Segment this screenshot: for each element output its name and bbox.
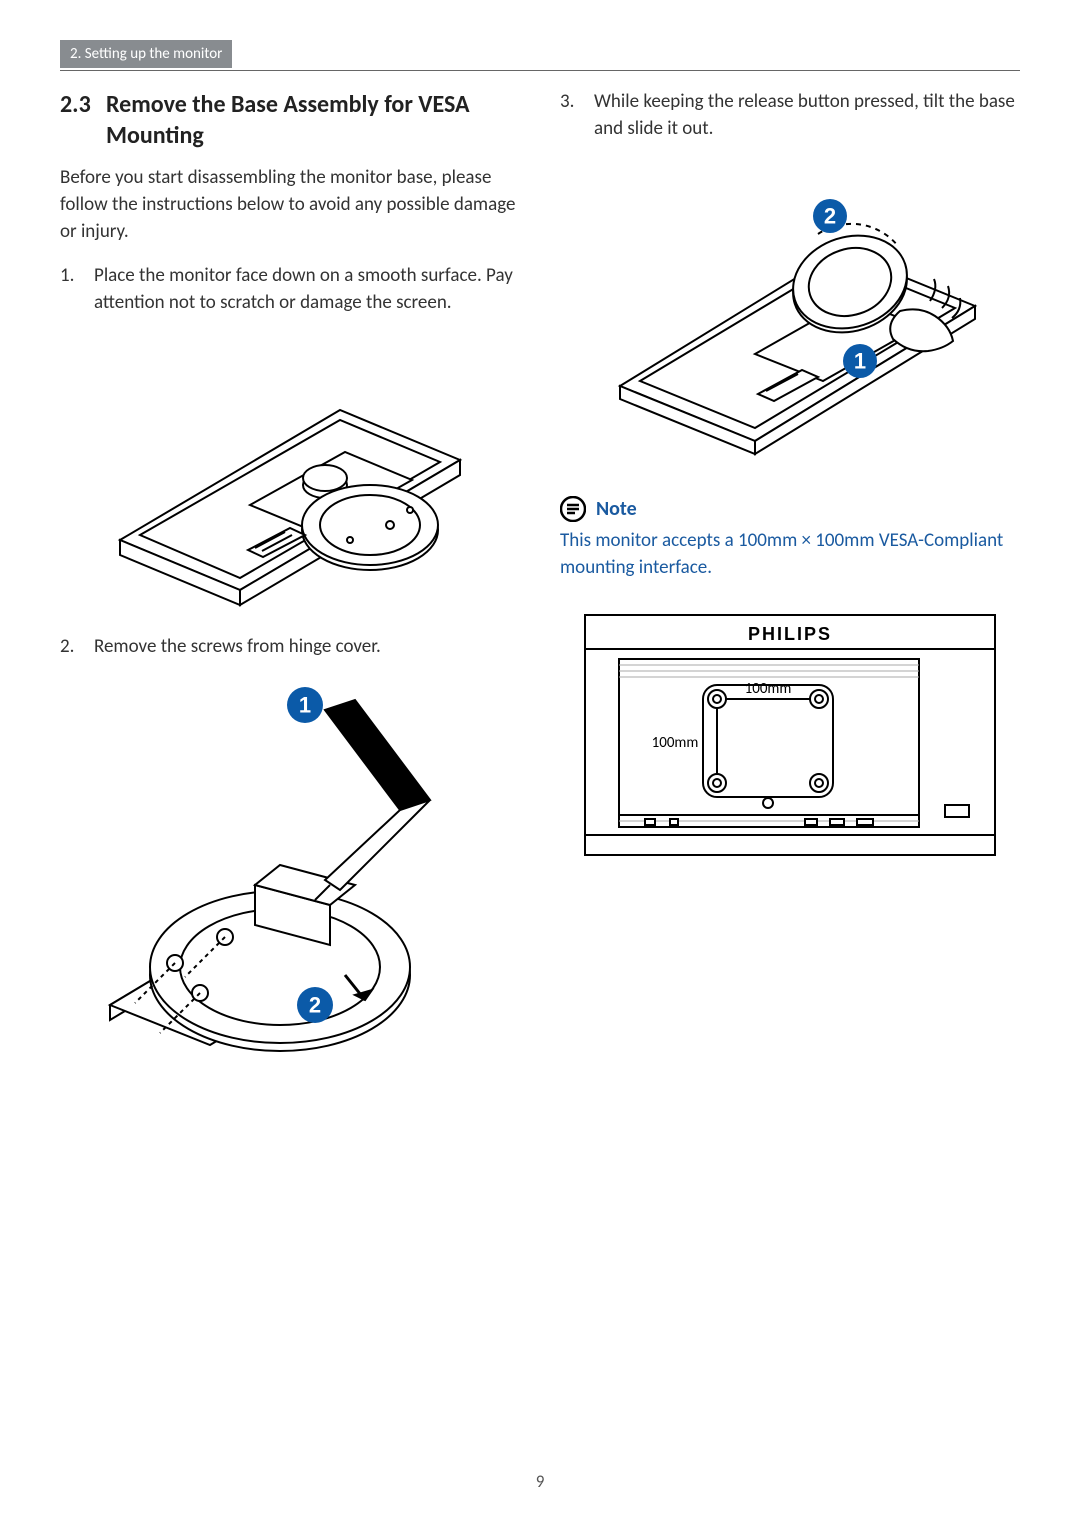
- step-3: 3. While keeping the release button pres…: [560, 89, 1020, 142]
- step-1-text: Place the monitor face down on a smooth …: [94, 263, 520, 316]
- step-3-text: While keeping the release button pressed…: [594, 89, 1020, 142]
- header-divider: [60, 70, 1020, 71]
- note-text: This monitor accepts a 100mm × 100mm VES…: [560, 528, 1020, 581]
- step-2-number: 2.: [60, 634, 94, 661]
- intro-paragraph: Before you start disassembling the monit…: [60, 165, 520, 245]
- step-1: 1. Place the monitor face down on a smoo…: [60, 263, 520, 316]
- callout-fig2-1: 1: [299, 692, 311, 717]
- callout-fig3-1: 1: [854, 349, 866, 374]
- note-heading: Note: [596, 497, 637, 521]
- figure-tilt-slide: 2 1: [560, 156, 1020, 456]
- section-number: 2.3: [60, 89, 106, 151]
- section-title-text: Remove the Base Assembly for VESA Mounti…: [106, 89, 520, 151]
- brand-label: PHILIPS: [748, 624, 832, 644]
- header-tab: 2. Setting up the monitor: [60, 40, 232, 68]
- step-2: 2. Remove the screws from hinge cover.: [60, 634, 520, 661]
- left-column: 2.3 Remove the Base Assembly for VESA Mo…: [60, 89, 520, 1079]
- step-1-number: 1.: [60, 263, 94, 316]
- vesa-dim-horizontal: 100mm: [745, 680, 792, 698]
- figure-vesa-mount: PHILIPS: [560, 605, 1020, 865]
- vesa-dim-vertical: 100mm: [652, 734, 699, 752]
- note-icon: [560, 496, 586, 522]
- page-number: 9: [0, 1471, 1080, 1492]
- callout-fig3-2: 2: [824, 204, 836, 229]
- section-heading: 2.3 Remove the Base Assembly for VESA Mo…: [60, 89, 520, 151]
- step-2-text: Remove the screws from hinge cover.: [94, 634, 381, 661]
- step-3-number: 3.: [560, 89, 594, 142]
- right-column: 3. While keeping the release button pres…: [560, 89, 1020, 1079]
- callout-fig2-2: 2: [309, 992, 321, 1017]
- note-block: Note This monitor accepts a 100mm × 100m…: [560, 496, 1020, 581]
- figure-monitor-facedown: [60, 330, 520, 610]
- figure-remove-screws: 1 2: [60, 675, 520, 1055]
